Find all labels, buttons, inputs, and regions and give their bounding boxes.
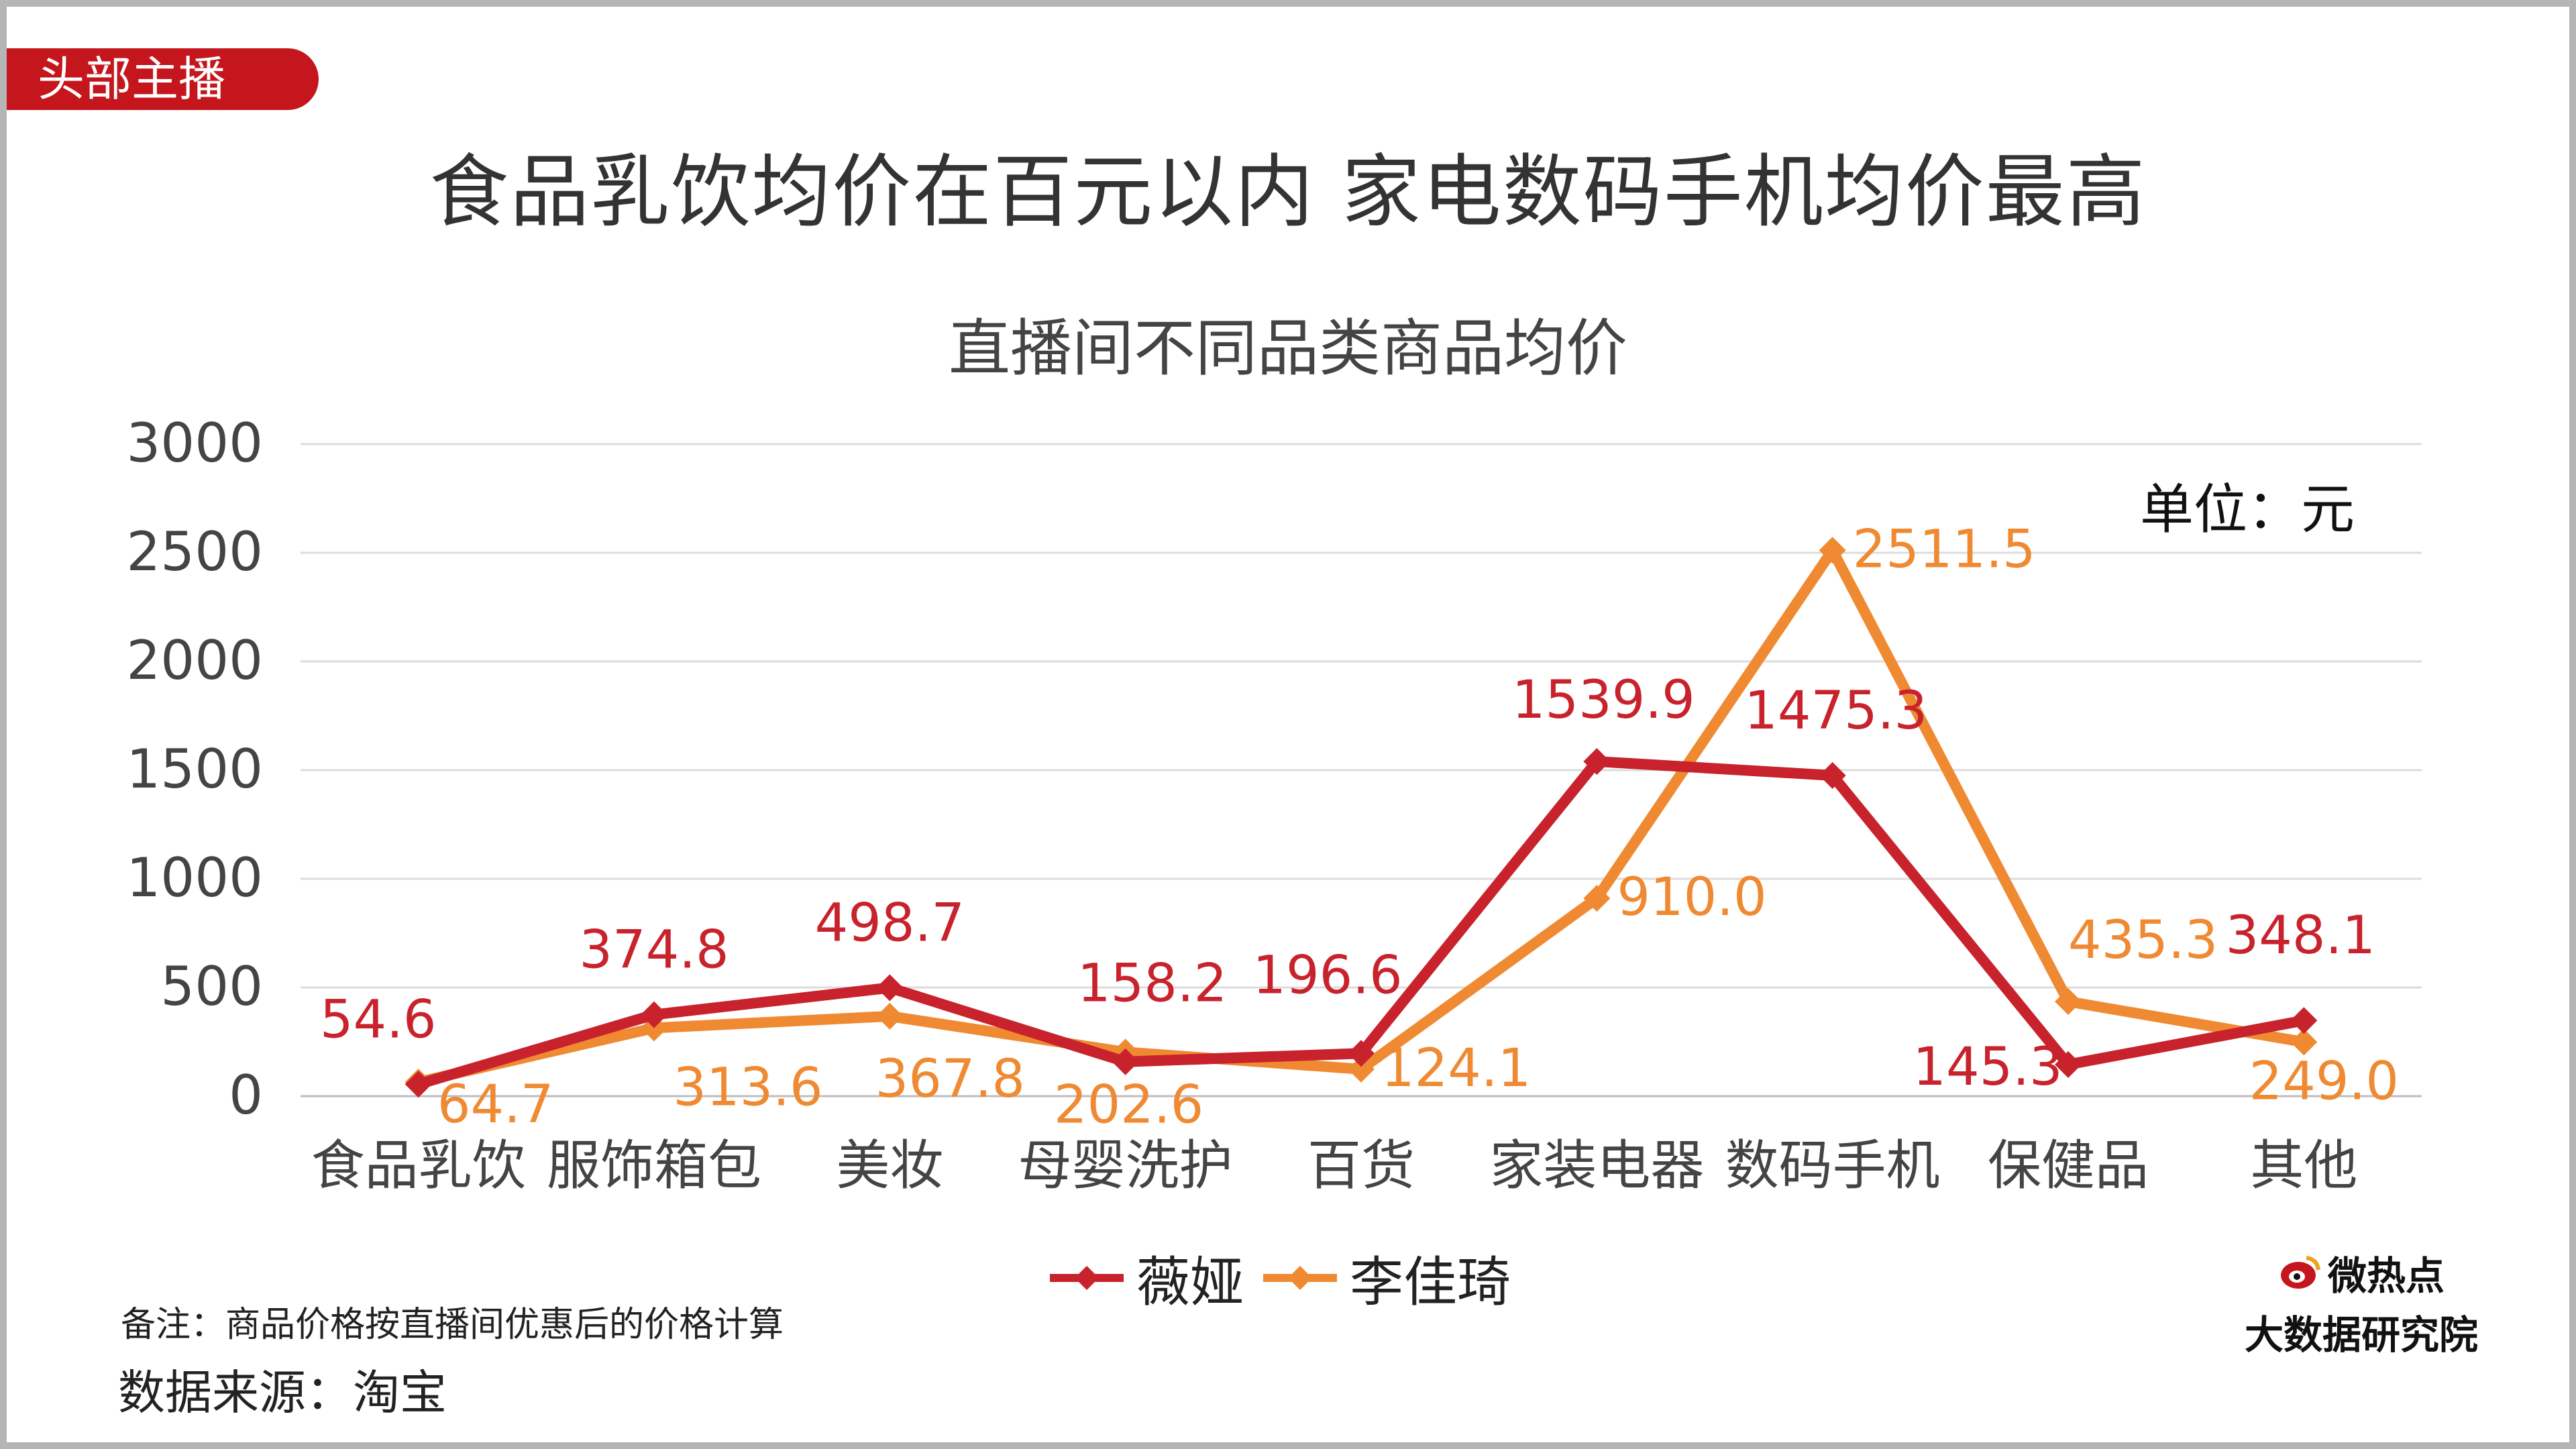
x-tick-label: 食品乳饮 [311,1134,526,1197]
y-tick-label: 3000 [126,412,263,474]
data-label: 1475.3 [1744,681,1927,741]
data-point-marker [1819,537,1846,564]
legend-item-series2: 李佳琦 [1260,1239,1511,1317]
legend: 薇娅 李佳琦 [1046,1244,1520,1313]
x-tick-label: 服饰箱包 [547,1134,761,1197]
x-tick-label: 家装电器 [1489,1134,1704,1197]
data-point-marker [405,1071,432,1098]
x-axis-ticks: 食品乳饮 服饰箱包 美妆 母婴洗护 百货 家装电器 数码手机 保健品 其他 [311,1134,2358,1197]
data-label: 158.2 [1077,954,1227,1014]
y-tick-label: 1000 [126,847,263,909]
data-point-marker [641,1001,667,1028]
brand-top: 微热点 [2234,1244,2489,1301]
data-point-marker [2290,1028,2318,1056]
data-label: 498.7 [815,893,965,953]
y-tick-label: 2500 [126,521,263,583]
gridlines [301,443,2422,1097]
data-label: 202.6 [1054,1075,1203,1135]
unit-label: 单位：元 [2140,478,2355,541]
brand-bottom-text: 大数据研究院 [2244,1312,2478,1358]
legend-swatch-series1 [1050,1266,1124,1290]
data-label: 910.0 [1617,867,1766,928]
category-tag: 头部主播 [7,48,319,110]
data-point-marker [1819,762,1846,790]
data-point-marker [2290,1007,2318,1034]
data-point-marker [2055,1051,2082,1078]
data-labels: 54.6 374.8 498.7 158.2 196.6 1539.9 1475.3 145.… [320,519,2399,1135]
legend-item-series1: 薇娅 [1046,1239,1244,1317]
legend-label-series2: 李佳琦 [1350,1251,1511,1313]
data-label: 249.0 [2249,1051,2399,1112]
series-lines [405,537,2318,1098]
y-tick-label: 2000 [126,629,263,692]
data-label: 374.8 [579,920,729,981]
data-label: 196.6 [1252,945,1402,1006]
data-point-marker [2055,987,2082,1015]
y-tick-label: 1500 [126,738,263,800]
data-point-marker [876,974,904,1002]
data-label: 1539.9 [1512,670,1695,731]
brand-top-text: 微热点 [2327,1253,2445,1299]
data-point-marker [1348,1040,1375,1067]
data-point-marker [1583,885,1611,912]
x-tick-label: 数码手机 [1725,1134,1940,1197]
data-point-marker [876,1002,904,1030]
chart-title: 直播间不同品类商品均价 [948,313,1627,384]
x-tick-label: 母婴洗护 [1018,1134,1233,1197]
footnote: 备注：商品价格按直播间优惠后的价格计算 [121,1305,784,1345]
x-tick-label: 百货 [1307,1134,1415,1197]
legend-label-series1: 薇娅 [1136,1251,1244,1313]
data-label: 64.7 [437,1075,554,1135]
data-point-marker [1583,748,1611,775]
legend-swatch-series2 [1263,1266,1337,1290]
x-tick-label: 美妆 [836,1134,943,1197]
data-label: 367.8 [875,1049,1025,1110]
y-axis-ticks: 0 500 1000 1500 2000 2500 3000 [126,412,263,1126]
data-label: 54.6 [320,989,437,1050]
y-tick-label: 500 [160,955,263,1018]
data-point-marker [1112,1048,1139,1075]
x-tick-label: 其他 [2250,1134,2357,1197]
data-label: 348.1 [2226,906,2375,966]
y-tick-label: 0 [229,1064,263,1126]
x-tick-label: 保健品 [1988,1134,2149,1197]
data-label: 124.1 [1381,1038,1531,1099]
data-label: 2511.5 [1853,519,2036,580]
data-source: 数据来源：淘宝 [118,1365,447,1420]
data-label: 435.3 [2068,910,2218,971]
brand-logo: 微热点 大数据研究院 [2234,1244,2489,1360]
weibo-eye-icon [2280,1256,2320,1289]
data-label: 313.6 [673,1057,822,1118]
data-label: 145.3 [1913,1037,2062,1097]
page-headline: 食品乳饮均价在百元以内 家电数码手机均价最高 [429,146,2147,238]
data-point-marker [1348,1055,1375,1083]
